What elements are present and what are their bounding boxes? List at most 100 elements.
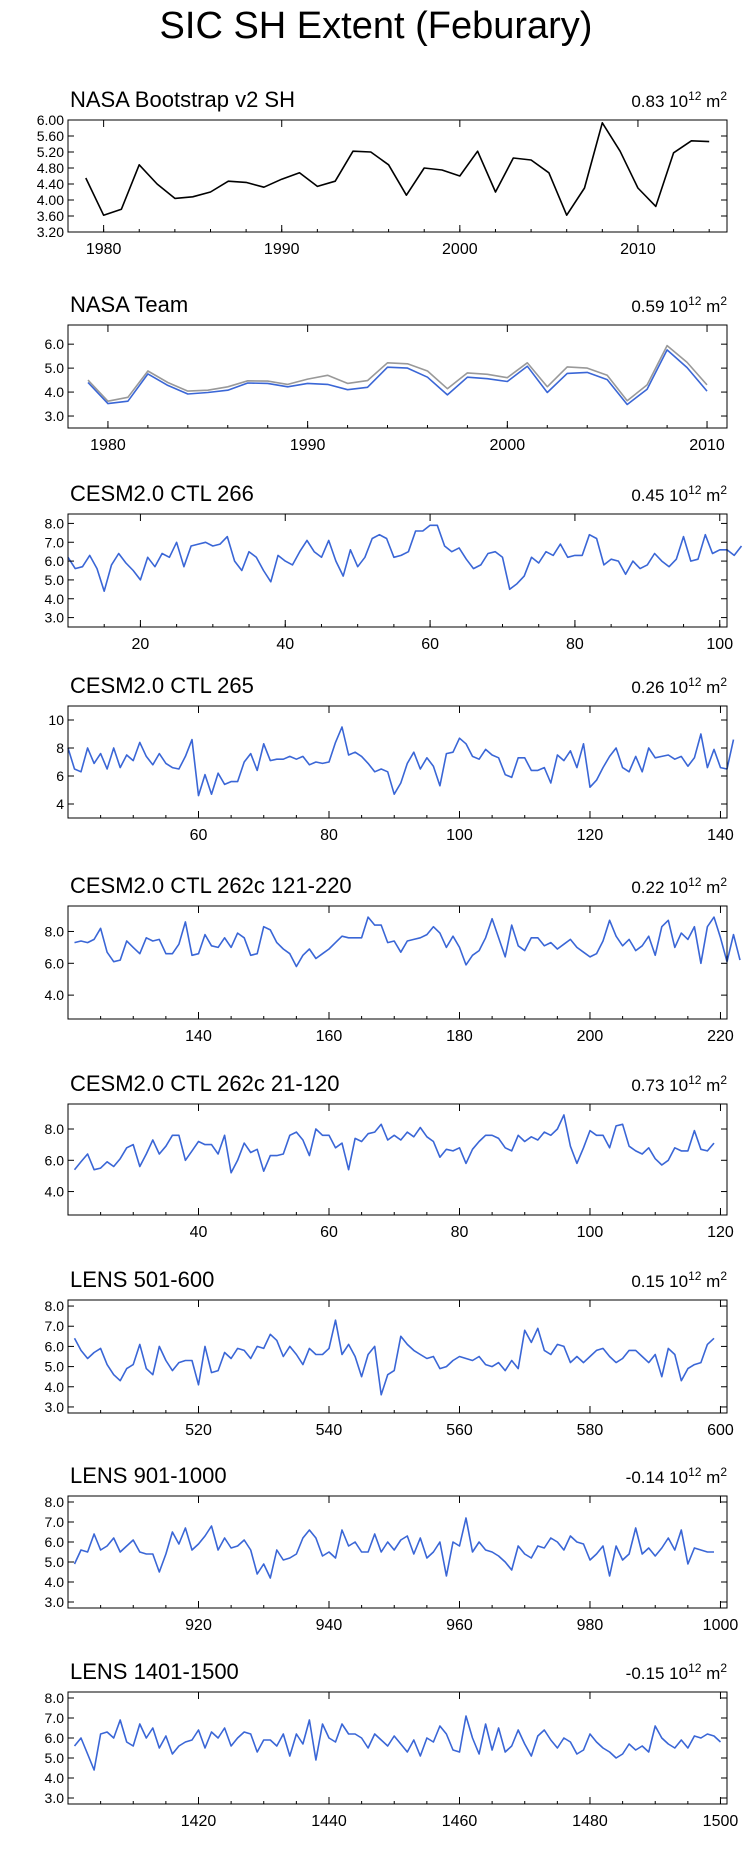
trend-value: 0.73 10	[631, 1076, 688, 1095]
x-tick-label: 100	[577, 1224, 604, 1241]
y-tick-label: 5.20	[37, 144, 64, 160]
trend-label: 0.59 1012 m2	[631, 294, 727, 316]
trend-label: 0.22 1012 m2	[631, 875, 727, 897]
trend-unit: m	[701, 1468, 720, 1487]
trend-unit: m	[701, 486, 720, 505]
y-tick-label: 6.0	[45, 1338, 65, 1354]
x-tick-label: 20	[132, 636, 150, 653]
panel-title: LENS 901-1000	[70, 1463, 227, 1488]
series-line-1	[67, 524, 743, 593]
plot-frame	[67, 1299, 728, 1414]
x-tick-label: 160	[316, 1028, 343, 1045]
panel-title: LENS 501-600	[70, 1267, 214, 1292]
trend-unit-exponent: 2	[720, 1073, 727, 1087]
y-tick-label: 5.0	[45, 1750, 65, 1766]
x-tick-label: 2000	[490, 437, 526, 454]
y-tick-label: 4.0	[45, 987, 65, 1003]
x-tick-label: 540	[316, 1422, 343, 1439]
x-tick-label: 1980	[90, 437, 126, 454]
trend-label: -0.14 1012 m2	[626, 1465, 728, 1487]
trend-label: -0.15 1012 m2	[626, 1661, 728, 1683]
series-line-1	[73, 1715, 722, 1771]
x-tick-label: 580	[577, 1422, 604, 1439]
panel-title: CESM2.0 CTL 262c 21-120	[70, 1071, 339, 1096]
y-tick-label: 6	[56, 768, 64, 784]
x-tick-label: 1420	[181, 1813, 217, 1830]
trend-exponent: 12	[688, 875, 702, 889]
x-tick-label: 40	[276, 636, 294, 653]
trend-unit-exponent: 2	[720, 875, 727, 889]
trend-value: 0.26 10	[631, 678, 688, 697]
x-tick-label: 60	[320, 1224, 338, 1241]
trend-exponent: 12	[688, 1269, 702, 1283]
y-tick-label: 4.80	[37, 160, 64, 176]
series-line-1	[73, 1319, 715, 1396]
y-tick-label: 4.0	[45, 1379, 65, 1395]
panel-title: CESM2.0 CTL 265	[70, 673, 254, 698]
trend-value: 0.59 10	[631, 297, 688, 316]
x-tick-label: 1000	[703, 1617, 739, 1634]
plot-frame	[67, 324, 728, 429]
plot-frame	[67, 1103, 728, 1216]
x-tick-label: 980	[577, 1617, 604, 1634]
x-tick-label: 1980	[86, 241, 122, 258]
trend-unit-exponent: 2	[720, 294, 727, 308]
trend-unit: m	[701, 1664, 720, 1683]
y-tick-label: 3.0	[45, 1790, 65, 1806]
x-tick-label: 560	[446, 1422, 473, 1439]
trend-exponent: 12	[688, 1661, 702, 1675]
x-tick-label: 1500	[703, 1813, 739, 1830]
x-tick-label: 2010	[620, 241, 656, 258]
x-tick-label: 1990	[290, 437, 326, 454]
x-tick-label: 120	[707, 1224, 734, 1241]
x-tick-label: 80	[566, 636, 584, 653]
y-tick-label: 4.0	[45, 591, 65, 607]
trend-unit-exponent: 2	[720, 1465, 727, 1479]
y-tick-label: 8.0	[45, 1298, 65, 1314]
trend-label: 0.83 1012 m2	[631, 89, 727, 111]
panel-2: NASA Team 0.59 1012 m2 3.0 4.0 5.0 6.0 1980 199…	[45, 292, 728, 454]
x-tick-label: 60	[421, 636, 439, 653]
trend-label: 0.26 1012 m2	[631, 675, 727, 697]
trend-unit-exponent: 2	[720, 675, 727, 689]
y-tick-label: 6.0	[45, 1730, 65, 1746]
y-tick-label: 4.00	[37, 192, 64, 208]
plot-frame	[67, 1495, 728, 1609]
x-tick-label: 80	[320, 827, 338, 844]
x-tick-label: 1990	[264, 241, 300, 258]
trend-value: -0.15 10	[626, 1664, 688, 1683]
y-tick-label: 6.0	[45, 955, 65, 971]
panel-6: CESM2.0 CTL 262c 21-120 0.73 1012 m2 4.0 6.…	[45, 1071, 734, 1241]
trend-unit: m	[701, 297, 720, 316]
y-tick-label: 4.0	[45, 384, 65, 400]
x-tick-label: 220	[707, 1028, 734, 1045]
y-tick-label: 3.0	[45, 408, 65, 424]
series-line-1	[85, 122, 710, 216]
trend-unit-exponent: 2	[720, 1269, 727, 1283]
y-tick-label: 6.0	[45, 1534, 65, 1550]
x-tick-label: 2000	[442, 241, 478, 258]
series-line-1	[87, 344, 708, 403]
y-tick-label: 3.0	[45, 1594, 65, 1610]
y-tick-label: 8	[56, 740, 64, 756]
x-tick-label: 80	[451, 1224, 469, 1241]
panel-8: LENS 901-1000 -0.14 1012 m2 3.0 4.0 5.0 6.0 7.…	[45, 1463, 739, 1634]
trend-exponent: 12	[688, 1073, 702, 1087]
trend-label: 0.45 1012 m2	[631, 483, 727, 505]
trend-unit: m	[701, 1272, 720, 1291]
x-tick-label: 520	[185, 1422, 212, 1439]
y-tick-label: 3.0	[45, 610, 65, 626]
panel-title: CESM2.0 CTL 262c 121-220	[70, 873, 352, 898]
trend-value: 0.83 10	[631, 92, 688, 111]
trend-value: 0.15 10	[631, 1272, 688, 1291]
y-tick-label: 8.0	[45, 923, 65, 939]
y-tick-label: 10	[48, 712, 64, 728]
trend-exponent: 12	[688, 294, 702, 308]
x-tick-label: 60	[190, 827, 208, 844]
plot-frame	[67, 119, 728, 233]
y-tick-label: 7.0	[45, 1710, 65, 1726]
series-line-1	[73, 1114, 715, 1174]
x-tick-label: 600	[707, 1422, 734, 1439]
series-line-1	[73, 1517, 714, 1579]
